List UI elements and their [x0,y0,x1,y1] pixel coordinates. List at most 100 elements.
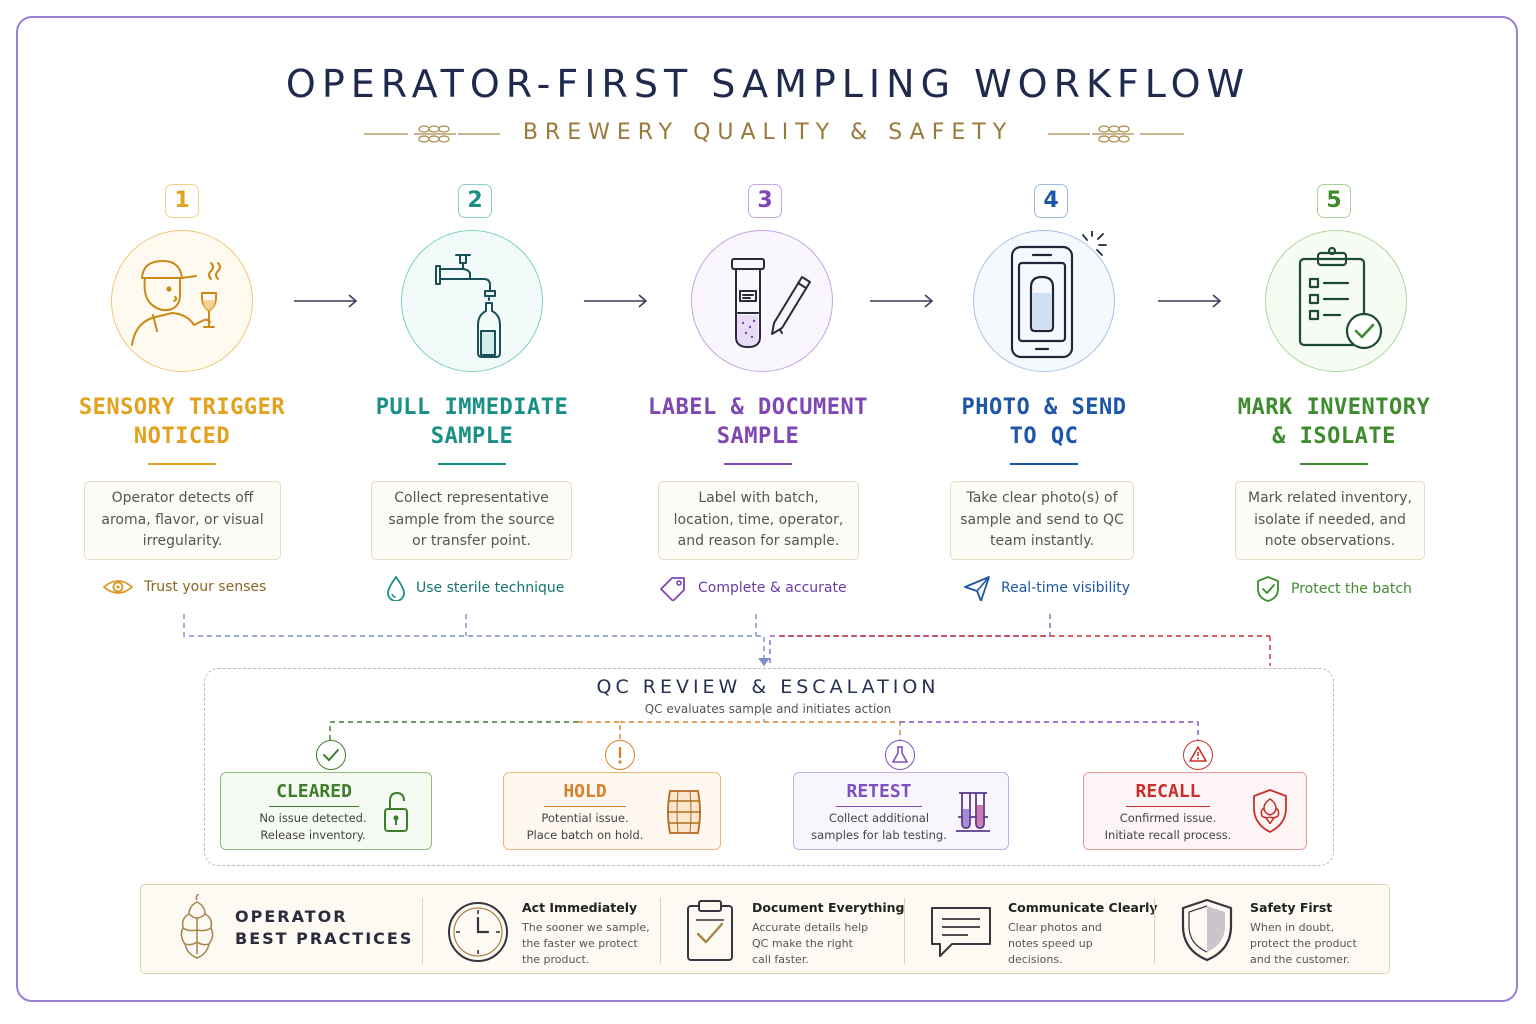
retest-title: RETEST [846,781,912,802]
retest-line2: samples for lab testing. [811,828,947,842]
step-1-title-line1: SENSORY TRIGGER [78,395,286,420]
hold-line2: Place batch on hold. [526,828,644,842]
step-5-title-line1: MARK INVENTORY [1237,395,1431,420]
wheat-ornament-right-icon [1048,125,1184,143]
cleared-badge [316,740,346,770]
retest-line1: Collect additional [828,811,930,825]
recall-description: Confirmed issue. Initiate recall process… [1090,810,1246,844]
step-3-tip-text: Complete & accurate [698,580,847,596]
arrow-2-to-3-icon [584,294,648,308]
cleared-title: CLEARED [276,781,352,802]
arrow-3-to-4-icon [870,294,934,308]
eye-icon [102,580,134,594]
bp-safety-title: Safety First [1250,900,1333,915]
test-tube-pen-icon [731,258,811,348]
step-4-rule [1010,463,1078,465]
page-subtitle: BREWERY QUALITY & SAFETY [522,120,1014,145]
cleared-line2: Release inventory. [260,828,366,842]
step-4-number: 4 [1034,184,1068,218]
step-1-circle [111,230,253,372]
subtitle-row: BREWERY QUALITY & SAFETY [0,118,1536,150]
recall-badge [1183,740,1213,770]
retest-description: Collect additional samples for lab testi… [800,810,958,844]
retest-rule [836,806,922,807]
step-3-title-line1: LABEL & DOCUMENT [648,395,868,420]
bp-act-line3: the product. [522,953,590,966]
step-3-circle [691,230,833,372]
step-1-title-line2: NOTICED [133,424,231,449]
bp-act-line1: The sooner we sample, [522,921,650,934]
hold-description: Potential issue. Place batch on hold. [512,810,658,844]
step-4-title: PHOTO & SEND TO QC [914,393,1174,451]
cleared-line1: No issue detected. [259,811,367,825]
cleared-description: No issue detected. Release inventory. [233,810,393,844]
step-1-description: Operator detects off aroma, flavor, or v… [84,481,281,560]
step-5-title-line2: & ISOLATE [1272,424,1396,449]
outcome-retest-card: RETEST Collect additional samples for la… [793,772,1009,850]
bp-separator-4 [1154,898,1155,964]
bp-document-line1: Accurate details help [752,921,869,934]
step-2-rule [438,463,506,465]
best-practices-heading: OPERATOR BEST PRACTICES [235,906,413,950]
bp-safety-line3: and the customer. [1250,953,1351,966]
step-3-tip: Complete & accurate [658,575,847,601]
bp-safety-line1: When in doubt, [1250,921,1335,934]
clock-icon [448,902,508,962]
step-5-rule [1300,463,1368,465]
send-icon [964,576,990,601]
step-5-tip-text: Protect the batch [1291,581,1412,597]
outcome-recall-card: RECALL Confirmed issue. Initiate recall … [1083,772,1307,850]
bp-communicate-line3: decisions. [1008,953,1063,966]
bp-safety-line2: protect the product [1250,937,1357,950]
step-4-tip: Real-time visibility [963,575,1130,601]
warning-icon [1189,746,1207,762]
shield-check-icon [1257,576,1279,602]
test-tubes-icon [956,792,990,832]
step-3-rule [724,463,792,465]
outcome-hold-card: HOLD Potential issue. Place batch on hol… [503,772,721,850]
unlock-icon [384,791,408,832]
bp-document-title: Document Everything [752,900,905,915]
step-2-title: PULL IMMEDIATE SAMPLE [342,393,602,451]
exclamation-icon [618,746,622,764]
best-practices-bar [140,884,1390,974]
recall-line2: Initiate recall process. [1104,828,1232,842]
step-2-description: Collect representative sample from the s… [371,481,572,560]
bp-safety-description: When in doubt, protect the product and t… [1250,920,1357,968]
bp-document-description: Accurate details help QC make the right … [752,920,868,968]
arrow-4-to-5-icon [1158,294,1222,308]
bp-separator-2 [660,898,661,964]
hold-line1: Potential issue. [541,811,629,825]
shield-icon [1181,898,1233,962]
step-2-title-line1: PULL IMMEDIATE [375,395,569,420]
step-1-tip-text: Trust your senses [144,579,267,595]
step-4-title-line2: TO QC [1009,424,1079,449]
step-1-rule [148,463,216,465]
hold-title: HOLD [563,781,607,802]
step-4-title-line1: PHOTO & SEND [961,395,1127,420]
step-3-number: 3 [748,184,782,218]
bp-separator-1 [422,898,423,964]
step-3-title: LABEL & DOCUMENT SAMPLE [628,393,888,451]
step-4-circle [973,230,1115,372]
clipboard-icon [687,900,733,961]
best-practices-heading-line1: OPERATOR [235,907,348,926]
clipboard-check-icon [1298,246,1383,350]
step-5-number: 5 [1317,184,1351,218]
retest-badge [885,740,915,770]
step-3-title-line2: SAMPLE [716,424,800,449]
best-practices-heading-line2: BEST PRACTICES [235,929,414,948]
drop-icon [387,575,405,601]
recall-title: RECALL [1135,781,1201,802]
flask-icon [892,746,908,763]
step-5-description: Mark related inventory, isolate if neede… [1235,481,1425,560]
bp-communicate-line2: notes speed up [1008,937,1093,950]
step-1-tip: Trust your senses [102,575,266,599]
hop-shield-icon [1253,789,1287,833]
step-1-title: SENSORY TRIGGER NOTICED [52,393,312,451]
bp-communicate-description: Clear photos and notes speed up decision… [1008,920,1102,968]
step-2-number: 2 [458,184,492,218]
page-title: OPERATOR-FIRST SAMPLING WORKFLOW [285,62,1251,106]
bp-document-line2: QC make the right [752,937,853,950]
